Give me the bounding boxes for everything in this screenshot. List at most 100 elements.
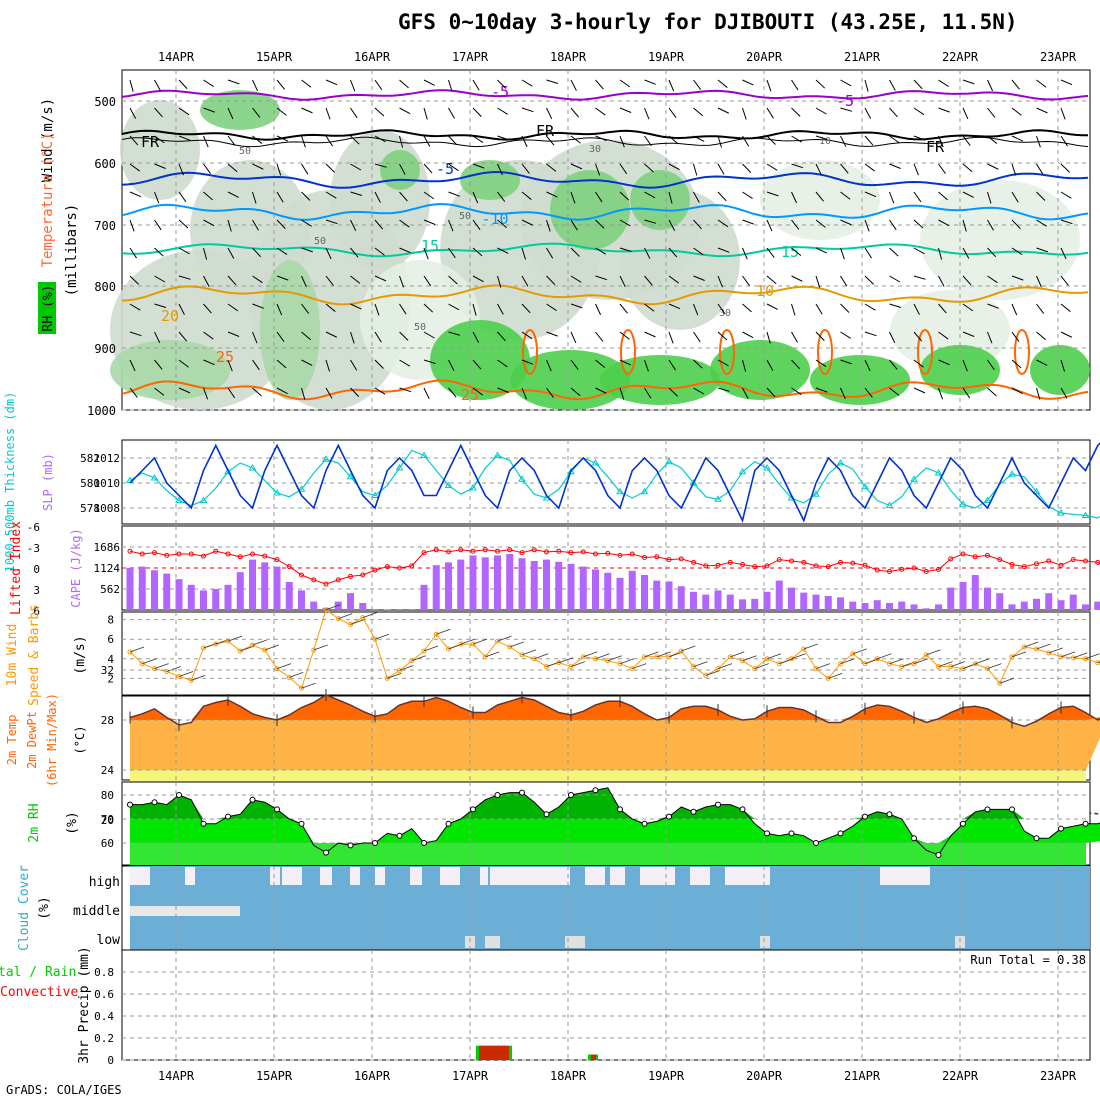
date-label-bottom: 18APR bbox=[550, 1069, 587, 1083]
lifted-index-marker bbox=[605, 550, 611, 556]
cape-bar bbox=[408, 609, 416, 610]
cape-bar bbox=[481, 557, 489, 610]
run-total: Run Total = 0.38 bbox=[970, 953, 1086, 967]
contour-freezing-2 bbox=[121, 136, 1089, 148]
wind-speed-marker bbox=[678, 648, 684, 654]
wind-speed-marker bbox=[911, 661, 917, 667]
slp-tick: 1008 bbox=[94, 502, 121, 515]
wind-barb-10m bbox=[999, 677, 1014, 684]
wind-barb-10m bbox=[570, 661, 586, 668]
wind-barb bbox=[423, 331, 435, 339]
wind-speed-marker bbox=[568, 664, 574, 670]
wind-barb bbox=[962, 387, 971, 399]
wind-speed-marker bbox=[764, 656, 770, 662]
cloud-low-gap bbox=[760, 936, 770, 948]
grads-credit: GrADS: COLA/IGES bbox=[6, 1083, 122, 1097]
rh2m-line bbox=[130, 787, 1100, 856]
contour-label: 25 bbox=[216, 348, 234, 366]
wind-barb bbox=[276, 79, 285, 90]
cape-bar bbox=[163, 573, 171, 610]
temp-tick: 32 bbox=[101, 664, 114, 677]
thickness-marker bbox=[665, 457, 673, 465]
wind-barb bbox=[766, 331, 771, 344]
thickness-marker bbox=[812, 490, 820, 497]
wind-barb bbox=[129, 303, 141, 311]
cape-bar bbox=[445, 562, 452, 610]
wind-barb bbox=[619, 191, 630, 201]
wind-barb bbox=[889, 275, 901, 283]
rh2m-marker bbox=[445, 820, 452, 827]
wind-barb bbox=[644, 387, 652, 399]
wind-barb bbox=[619, 275, 626, 288]
thickness-marker bbox=[322, 455, 330, 462]
wind-barb bbox=[938, 331, 949, 340]
wind-barb bbox=[227, 247, 235, 259]
wind-barb-10m bbox=[448, 643, 463, 650]
wind-barb-10m bbox=[142, 658, 157, 665]
wind-barb bbox=[521, 303, 531, 314]
wind-barb bbox=[987, 303, 999, 309]
wind-speed-marker bbox=[617, 661, 623, 667]
rh2m-marker bbox=[568, 792, 574, 798]
cape-bar bbox=[873, 600, 881, 610]
lifted-index-marker bbox=[985, 552, 990, 558]
wind-barb bbox=[252, 275, 263, 284]
rh-shading bbox=[920, 180, 1080, 300]
wind-barb bbox=[570, 303, 583, 309]
wind-barb bbox=[717, 79, 728, 88]
wind-speed-marker bbox=[899, 664, 905, 670]
contour-label: -5 bbox=[436, 160, 454, 178]
lifted-index-marker bbox=[164, 552, 170, 558]
wind-speed-marker bbox=[972, 661, 978, 667]
wind-barb bbox=[448, 163, 459, 172]
wind-speed-marker bbox=[874, 656, 880, 662]
thickness-marker bbox=[763, 464, 771, 471]
cape-bar bbox=[457, 559, 465, 610]
rh-shading bbox=[1030, 345, 1090, 395]
wind-barb bbox=[129, 275, 139, 285]
wind-barb bbox=[448, 135, 458, 146]
wind-barb-10m bbox=[656, 651, 671, 658]
wind-barb bbox=[154, 107, 163, 118]
lifted-index-marker bbox=[1009, 562, 1015, 567]
date-label-bottom: 19APR bbox=[648, 1069, 685, 1083]
lifted-index-marker bbox=[874, 567, 880, 573]
rh-shading bbox=[710, 340, 810, 400]
date-label-top: 16APR bbox=[354, 50, 391, 64]
thickness-marker bbox=[297, 485, 306, 492]
wind-speed-marker bbox=[237, 648, 243, 654]
wind-barb bbox=[178, 303, 185, 315]
lifted-index-marker bbox=[813, 563, 819, 569]
wind-barb bbox=[742, 387, 749, 399]
wind-barb bbox=[374, 331, 382, 343]
wind-barb bbox=[693, 191, 700, 203]
wind-barb bbox=[301, 219, 312, 227]
wind-barb bbox=[693, 303, 699, 316]
wind-barb bbox=[791, 135, 803, 143]
thickness-marker bbox=[346, 472, 355, 480]
wind-barb bbox=[889, 331, 896, 344]
wind-barb bbox=[252, 359, 260, 371]
rh2m-marker bbox=[151, 799, 158, 806]
rh-tick: 70 bbox=[101, 813, 114, 826]
lifted-index-marker bbox=[323, 581, 329, 587]
wind-barb bbox=[301, 247, 314, 253]
wind-barb bbox=[913, 135, 926, 141]
cape-bar bbox=[383, 609, 391, 610]
wind-barb bbox=[227, 135, 236, 146]
cape-bar bbox=[236, 572, 244, 610]
wind-barb bbox=[497, 275, 502, 288]
cape-bar bbox=[861, 603, 869, 610]
wind-barb bbox=[203, 331, 214, 340]
ylabel-rh2m-unit: (%) bbox=[65, 811, 80, 834]
date-label-bottom: 20APR bbox=[746, 1069, 783, 1083]
wind-barb-10m bbox=[166, 666, 181, 672]
wind-barb bbox=[399, 79, 409, 89]
cape-bar bbox=[653, 580, 661, 610]
wind-barb-10m bbox=[497, 635, 512, 642]
wind-barb bbox=[301, 359, 313, 366]
lifted-index-marker bbox=[580, 549, 586, 555]
wind-barb bbox=[399, 191, 408, 202]
wind-barb bbox=[448, 331, 461, 336]
